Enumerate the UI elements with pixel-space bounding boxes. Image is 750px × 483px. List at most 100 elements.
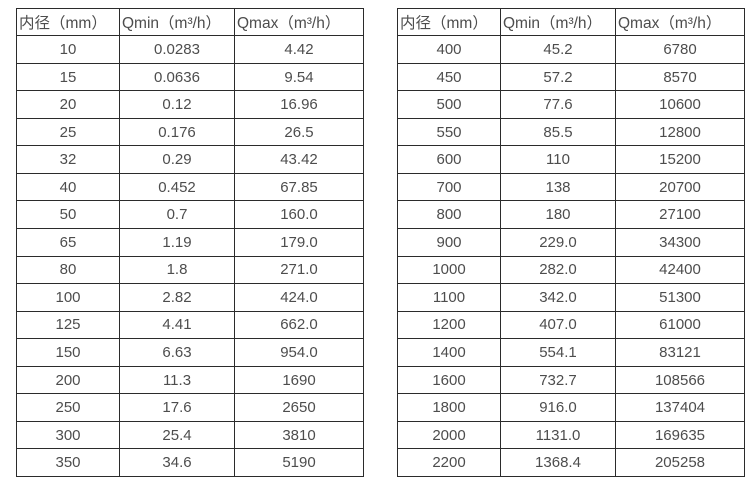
table-row: 350 34.6 5190	[16, 448, 364, 477]
flow-rate-tables: 内径（mm） Qmin（m³/h） Qmax（m³/h） 10 0.0283 4.42 15…	[16, 7, 745, 477]
cell: 2650	[234, 393, 364, 422]
table-row: 500 77.6 10600	[397, 90, 745, 119]
column-header: Qmin（m³/h）	[500, 7, 616, 37]
cell: 1.19	[119, 228, 235, 257]
table-row: 450 57.2 8570	[397, 62, 745, 92]
cell: 85.5	[500, 117, 616, 147]
cell: 160.0	[234, 200, 364, 230]
table-row: 300 25.4 3810	[16, 420, 364, 450]
cell: 179.0	[234, 228, 364, 257]
cell: 17.6	[119, 393, 235, 422]
table-row: 1000 282.0 42400	[397, 255, 745, 285]
cell: 916.0	[500, 393, 616, 422]
column-header: Qmax（m³/h）	[615, 7, 745, 37]
cell: 424.0	[234, 283, 364, 312]
table-row: 32 0.29 43.42	[16, 145, 364, 174]
cell: 2200	[397, 448, 501, 477]
cell: 10	[16, 35, 120, 64]
cell: 205258	[615, 448, 745, 477]
table-row: 2200 1368.4 205258	[397, 448, 745, 477]
cell: 662.0	[234, 310, 364, 340]
cell: 9.54	[234, 62, 364, 92]
header-row: 内径（mm） Qmin（m³/h） Qmax（m³/h）	[16, 7, 364, 37]
cell: 450	[397, 62, 501, 92]
cell: 12800	[615, 117, 745, 147]
cell: 57.2	[500, 62, 616, 92]
table-row: 150 6.63 954.0	[16, 338, 364, 367]
cell: 10600	[615, 90, 745, 119]
flow-table-small-diameters: 内径（mm） Qmin（m³/h） Qmax（m³/h） 10 0.0283 4.42 15…	[16, 7, 364, 477]
cell: 51300	[615, 283, 745, 312]
cell: 0.452	[119, 172, 235, 202]
flow-table-large-diameters: 内径（mm） Qmin（m³/h） Qmax（m³/h） 400 45.2 6780 450…	[397, 7, 745, 477]
cell: 271.0	[234, 255, 364, 285]
cell: 5190	[234, 448, 364, 477]
cell: 732.7	[500, 365, 616, 395]
column-header: 内径（mm）	[397, 7, 501, 37]
cell: 16.96	[234, 90, 364, 119]
cell: 1100	[397, 283, 501, 312]
table-row: 400 45.2 6780	[397, 35, 745, 64]
table-row: 25 0.176 26.5	[16, 117, 364, 147]
table-row: 700 138 20700	[397, 172, 745, 202]
cell: 4.41	[119, 310, 235, 340]
cell: 0.0283	[119, 35, 235, 64]
cell: 500	[397, 90, 501, 119]
table-row: 20 0.12 16.96	[16, 90, 364, 119]
cell: 229.0	[500, 228, 616, 257]
cell: 180	[500, 200, 616, 230]
cell: 169635	[615, 420, 745, 450]
cell: 25.4	[119, 420, 235, 450]
cell: 110	[500, 145, 616, 174]
cell: 11.3	[119, 365, 235, 395]
cell: 250	[16, 393, 120, 422]
cell: 6.63	[119, 338, 235, 367]
cell: 27100	[615, 200, 745, 230]
table-row: 100 2.82 424.0	[16, 283, 364, 312]
cell: 200	[16, 365, 120, 395]
cell: 342.0	[500, 283, 616, 312]
cell: 42400	[615, 255, 745, 285]
header-row: 内径（mm） Qmin（m³/h） Qmax（m³/h）	[397, 7, 745, 37]
table-row: 1600 732.7 108566	[397, 365, 745, 395]
cell: 125	[16, 310, 120, 340]
table-row: 1800 916.0 137404	[397, 393, 745, 422]
cell: 1800	[397, 393, 501, 422]
cell: 15	[16, 62, 120, 92]
cell: 0.176	[119, 117, 235, 147]
cell: 407.0	[500, 310, 616, 340]
cell: 67.85	[234, 172, 364, 202]
cell: 700	[397, 172, 501, 202]
cell: 6780	[615, 35, 745, 64]
table-row: 550 85.5 12800	[397, 117, 745, 147]
cell: 1200	[397, 310, 501, 340]
table-row: 250 17.6 2650	[16, 393, 364, 422]
column-header: Qmin（m³/h）	[119, 7, 235, 37]
cell: 34.6	[119, 448, 235, 477]
cell: 1368.4	[500, 448, 616, 477]
table-row: 10 0.0283 4.42	[16, 35, 364, 64]
cell: 0.7	[119, 200, 235, 230]
cell: 350	[16, 448, 120, 477]
cell: 20700	[615, 172, 745, 202]
table-row: 600 110 15200	[397, 145, 745, 174]
cell: 137404	[615, 393, 745, 422]
cell: 100	[16, 283, 120, 312]
table-row: 40 0.452 67.85	[16, 172, 364, 202]
table-row: 1200 407.0 61000	[397, 310, 745, 340]
cell: 65	[16, 228, 120, 257]
cell: 80	[16, 255, 120, 285]
cell: 554.1	[500, 338, 616, 367]
cell: 32	[16, 145, 120, 174]
cell: 4.42	[234, 35, 364, 64]
cell: 0.29	[119, 145, 235, 174]
table-row: 1100 342.0 51300	[397, 283, 745, 312]
cell: 400	[397, 35, 501, 64]
table-row: 125 4.41 662.0	[16, 310, 364, 340]
cell: 954.0	[234, 338, 364, 367]
cell: 1.8	[119, 255, 235, 285]
cell: 61000	[615, 310, 745, 340]
table-row: 200 11.3 1690	[16, 365, 364, 395]
cell: 45.2	[500, 35, 616, 64]
cell: 1131.0	[500, 420, 616, 450]
